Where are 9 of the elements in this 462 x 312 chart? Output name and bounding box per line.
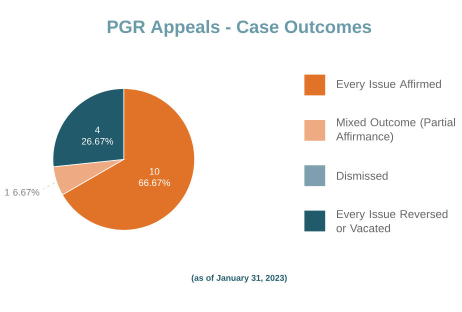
legend-label: Every Issue Reversed or Vacated (336, 210, 448, 232)
legend-label: Every Issue Affirmed (337, 80, 441, 90)
data-label: 4 26.67% (82, 126, 114, 145)
data-label: 1 6.67% (5, 189, 40, 196)
data-label: 10 66.67% (138, 168, 170, 186)
legend-label: Mixed Outcome (Partial Affirmance) (336, 118, 455, 143)
chart-title: PGR Appeals - Case Outcomes (108, 20, 372, 37)
legend-label: Dismissed (337, 172, 388, 180)
text: (as of January 31, 2023) (192, 274, 287, 283)
